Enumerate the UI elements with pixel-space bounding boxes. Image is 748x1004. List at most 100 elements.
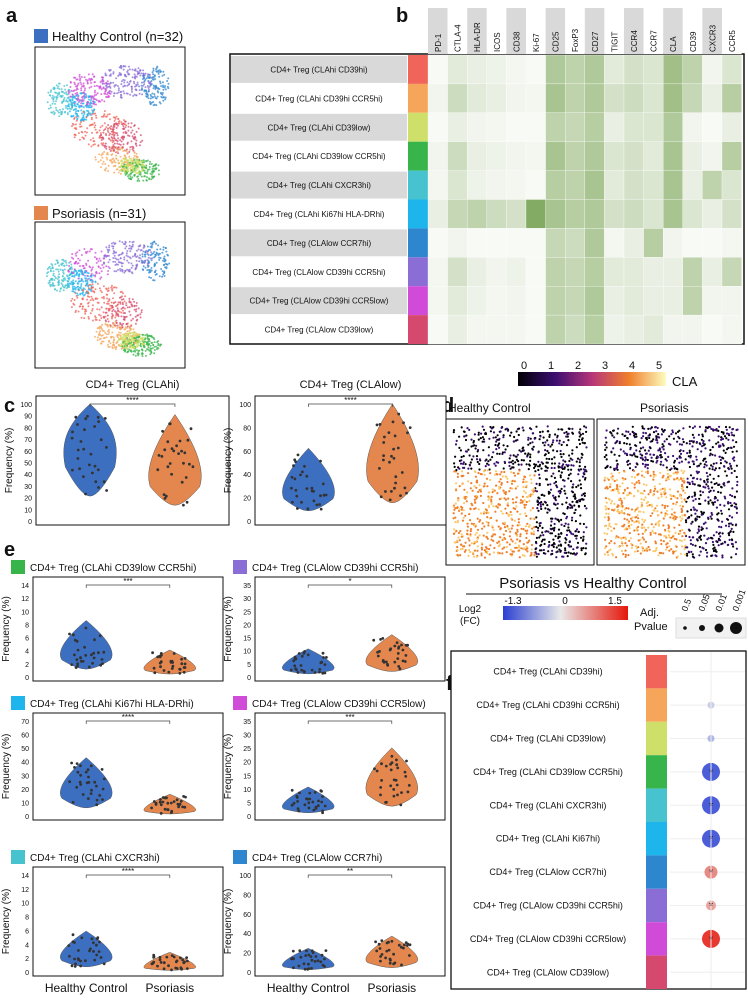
umap-point xyxy=(126,268,129,271)
cla-point xyxy=(674,503,678,506)
umap-point xyxy=(125,131,128,134)
cla-point xyxy=(502,434,505,437)
cla-point xyxy=(551,549,554,552)
cla-point xyxy=(728,462,732,465)
cla-point xyxy=(604,547,607,550)
cla-point xyxy=(580,547,583,550)
umap-point xyxy=(80,119,83,122)
umap-point xyxy=(129,250,132,253)
cla-point xyxy=(624,555,627,559)
cla-point xyxy=(669,539,672,543)
cla-point xyxy=(582,547,585,550)
umap-point xyxy=(112,128,115,131)
cla-point xyxy=(710,481,713,484)
cla-point xyxy=(730,538,734,541)
umap-point xyxy=(102,257,105,260)
cla-point xyxy=(704,521,707,524)
umap-point xyxy=(102,142,105,145)
umap-point xyxy=(113,85,116,88)
cla-point xyxy=(703,534,706,537)
cla-point xyxy=(673,461,676,464)
umap-point xyxy=(69,80,72,83)
cla-point xyxy=(608,524,611,527)
umap-point xyxy=(76,78,79,81)
umap-point xyxy=(87,301,90,304)
cla-point xyxy=(457,466,460,469)
cla-point xyxy=(735,523,738,526)
umap-point xyxy=(113,292,116,295)
umap-point xyxy=(130,131,133,134)
cla-point xyxy=(564,522,567,525)
cla-point xyxy=(629,448,632,451)
heatmap-cell xyxy=(663,83,683,113)
cla-point xyxy=(479,490,482,493)
umap-point xyxy=(87,305,90,308)
cla-point xyxy=(657,524,661,527)
umap-point xyxy=(109,86,112,89)
cla-point xyxy=(496,541,499,545)
heatmap-cell xyxy=(565,170,585,200)
cla-point xyxy=(585,430,588,433)
umap-point xyxy=(106,314,109,317)
cla-point xyxy=(456,475,459,478)
umap-point xyxy=(112,95,115,97)
cla-point xyxy=(660,492,663,495)
cla-point xyxy=(557,428,560,431)
cla-point xyxy=(517,427,521,430)
cla-point xyxy=(703,463,706,466)
umap-point xyxy=(62,272,65,275)
umap-point xyxy=(70,280,73,283)
heatmap-marker-bg xyxy=(506,8,526,54)
cla-point xyxy=(515,505,518,508)
umap-point xyxy=(167,82,170,85)
umap-point xyxy=(77,294,79,297)
umap-point xyxy=(54,102,56,105)
cla-point xyxy=(716,518,720,521)
cla-point xyxy=(468,428,471,431)
cla-point xyxy=(469,530,472,533)
umap-point xyxy=(156,65,159,68)
umap-point xyxy=(121,251,124,254)
cla-point xyxy=(534,470,537,473)
umap-point xyxy=(106,113,109,116)
cla-point xyxy=(637,520,640,523)
umap-point xyxy=(126,306,129,309)
umap-point xyxy=(81,136,84,139)
cla-point xyxy=(467,467,470,470)
heatmap-cell xyxy=(467,228,487,258)
cla-point xyxy=(533,463,536,466)
cla-point xyxy=(515,496,518,499)
umap-point xyxy=(109,81,112,84)
cla-point xyxy=(722,449,725,452)
heatmap-cell xyxy=(663,314,683,345)
cla-point xyxy=(506,480,509,484)
cla-point xyxy=(454,507,457,510)
cla-point xyxy=(583,442,587,445)
heatmap-marker-label: PD-1 xyxy=(434,33,443,52)
umap-point xyxy=(101,82,104,85)
cla-point xyxy=(680,500,684,503)
cla-point xyxy=(663,487,666,490)
umap-point xyxy=(155,273,158,275)
cla-point xyxy=(652,453,656,456)
umap-point xyxy=(60,282,63,285)
cla-point xyxy=(457,531,460,535)
umap-point xyxy=(144,334,147,337)
cla-point xyxy=(524,525,528,528)
umap-point xyxy=(144,251,147,253)
umap-point xyxy=(131,272,134,275)
umap-point xyxy=(122,122,125,125)
umap-point xyxy=(120,83,123,86)
cla-point xyxy=(520,527,523,530)
umap-point xyxy=(99,259,102,262)
umap-point xyxy=(73,136,76,139)
cla-point xyxy=(648,548,651,551)
cla-point xyxy=(562,459,565,462)
healthy-legend-label: Healthy Control (n=32) xyxy=(52,29,183,44)
heatmap-cell xyxy=(427,228,448,258)
cla-point xyxy=(554,503,557,506)
heatmap-cell xyxy=(702,141,723,171)
cla-point xyxy=(611,478,614,481)
cla-point xyxy=(703,443,706,446)
